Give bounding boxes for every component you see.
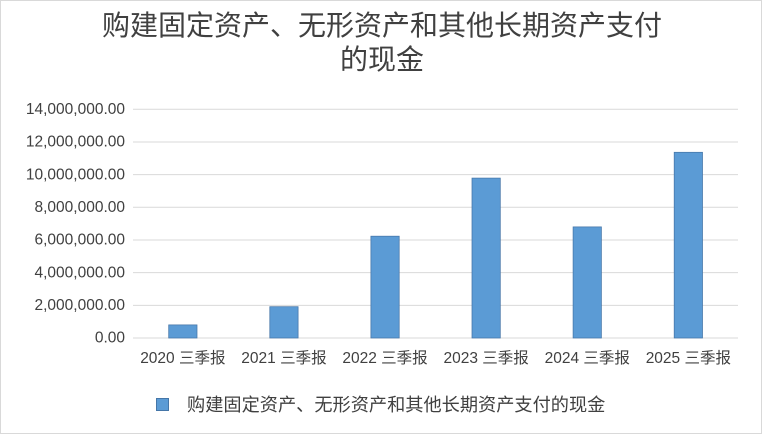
svg-text:14,000,000.00: 14,000,000.00 (26, 101, 126, 118)
svg-text:10,000,000.00: 10,000,000.00 (26, 166, 126, 183)
svg-text:2025 三季报: 2025 三季报 (646, 349, 731, 367)
svg-text:6,000,000.00: 6,000,000.00 (34, 232, 125, 249)
svg-text:4,000,000.00: 4,000,000.00 (34, 264, 125, 281)
svg-text:8,000,000.00: 8,000,000.00 (34, 199, 125, 216)
svg-text:2020 三季报: 2020 三季报 (140, 349, 225, 367)
svg-text:2024 三季报: 2024 三季报 (545, 349, 630, 367)
svg-text:2022 三季报: 2022 三季报 (342, 349, 427, 367)
svg-text:2,000,000.00: 2,000,000.00 (34, 297, 125, 314)
svg-text:0.00: 0.00 (95, 330, 126, 347)
svg-text:2023 三季报: 2023 三季报 (444, 349, 529, 367)
svg-text:2021 三季报: 2021 三季报 (241, 349, 326, 367)
svg-text:12,000,000.00: 12,000,000.00 (26, 134, 126, 151)
